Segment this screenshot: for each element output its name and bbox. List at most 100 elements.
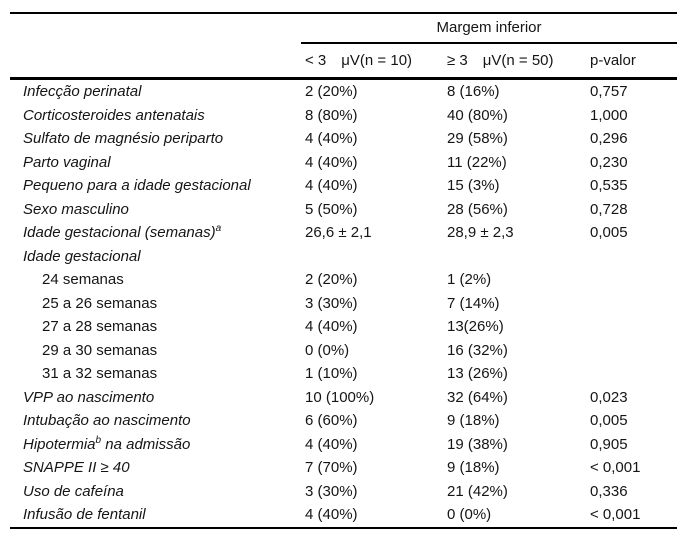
row-group-label: Idade gestacional	[10, 245, 305, 269]
row-label-text: Hipotermia	[23, 435, 96, 453]
table-row-2: Sulfato de magnésio periparto 4 (40%) 29…	[10, 127, 677, 151]
cell-group1: 4 (40%)	[305, 177, 358, 194]
cell-group2: 9 (18%)	[447, 412, 500, 429]
row-label-text: 31 a 32 semanas	[42, 365, 158, 382]
table-row-4: Pequeno para a idade gestacional 4 (40%)…	[10, 174, 677, 198]
table-row-1: Corticosteroides antenatais 8 (80%) 40 (…	[10, 104, 677, 128]
row-label-text: 24 semanas	[42, 271, 124, 288]
cell-pvalue: 0,230	[590, 153, 628, 171]
cell-pvalue: 0,535	[590, 177, 628, 194]
table-row-18: Infusão de fentanil 4 (40%) 0 (0%) < 0,0…	[10, 503, 677, 527]
cell-group1: 3 (30%)	[305, 294, 358, 312]
cell-pvalue: 0,905	[590, 435, 628, 453]
cell-pvalue: 0,336	[590, 482, 628, 500]
table-row-6: Idade gestacional (semanas)a 26,6 ± 2,1 …	[10, 221, 677, 245]
row-label: Corticosteroides antenatais	[10, 104, 305, 128]
row-label: Parto vaginal	[10, 151, 305, 175]
cell-group2: 13(26%)	[447, 318, 504, 335]
table-row-12: 31 a 32 semanas 1 (10%) 13 (26%)	[10, 362, 677, 386]
row-sublabel: 27 a 28 semanas	[10, 315, 305, 339]
cell-group1: 10 (100%)	[305, 388, 375, 406]
cell-group1: 4 (40%)	[305, 130, 358, 147]
table-row-8: 24 semanas 2 (20%) 1 (2%)	[10, 268, 677, 292]
cell-pvalue	[590, 292, 677, 316]
comparison-table: Margem inferior < 3 μV(n = 10) ≥ 3 μV(n …	[10, 12, 677, 529]
cell-group2: 16 (32%)	[447, 341, 508, 359]
cell-group1: 1 (10%)	[305, 365, 358, 382]
footnote-marker-b: b	[95, 434, 102, 446]
row-sublabel: 25 a 26 semanas	[10, 292, 305, 316]
row-label-text: Infusão de fentanil	[23, 506, 146, 523]
header-spacer	[10, 14, 301, 44]
table-row-5: Sexo masculino 5 (50%) 28 (56%) 0,728	[10, 198, 677, 222]
table-row-17: Uso de cafeína 3 (30%) 21 (42%) 0,336	[10, 480, 677, 504]
row-sublabel: 29 a 30 semanas	[10, 339, 305, 363]
row-label-text: 27 a 28 semanas	[42, 318, 158, 335]
cell-group2: 28,9 ± 2,3	[447, 224, 514, 241]
row-label-text: Intubação ao nascimento	[23, 412, 191, 429]
table-row-7: Idade gestacional	[10, 245, 677, 269]
row-sublabel: 24 semanas	[10, 268, 305, 292]
row-label: Hipotermiab na admissão	[10, 433, 305, 457]
table-row-0: Infecção perinatal 2 (20%) 8 (16%) 0,757	[10, 80, 677, 104]
row-label-text: Pequeno para a idade gestacional	[23, 177, 251, 194]
cell-group2: 0 (0%)	[447, 506, 492, 523]
row-label-text: Infecção perinatal	[23, 83, 142, 100]
row-label: Infusão de fentanil	[10, 503, 305, 527]
row-label-text: Corticosteroides antenatais	[23, 106, 205, 124]
cell-pvalue: 0,005	[590, 412, 628, 429]
table-body: Infecção perinatal 2 (20%) 8 (16%) 0,757…	[10, 80, 677, 527]
cell-pvalue: 0,005	[590, 224, 628, 241]
row-sublabel: 31 a 32 semanas	[10, 362, 305, 386]
row-label-text: 25 a 26 semanas	[42, 294, 158, 312]
row-label-text: Parto vaginal	[23, 153, 111, 171]
cell-group1: 4 (40%)	[305, 435, 358, 453]
table-row-13: VPP ao nascimento 10 (100%) 32 (64%) 0,0…	[10, 386, 677, 410]
cell-pvalue	[590, 339, 677, 363]
cell-pvalue	[590, 268, 677, 292]
row-label-text: Sexo masculino	[23, 200, 129, 218]
table-row-9: 25 a 26 semanas 3 (30%) 7 (14%)	[10, 292, 677, 316]
cell-pvalue: 0,728	[590, 200, 628, 218]
cell-pvalue: 0,023	[590, 388, 628, 406]
cell-group2: 32 (64%)	[447, 388, 508, 406]
cell-pvalue	[590, 245, 677, 269]
cell-group1: 0 (0%)	[305, 341, 350, 359]
row-label-text: Uso de cafeína	[23, 482, 124, 500]
row-label-text: VPP ao nascimento	[23, 388, 155, 406]
cell-pvalue	[590, 315, 677, 339]
row-label: Sexo masculino	[10, 198, 305, 222]
cell-group2: 19 (38%)	[447, 435, 508, 453]
row-label: Intubação ao nascimento	[10, 409, 305, 433]
cell-group2: 21 (42%)	[447, 482, 508, 500]
row-label-text-post: na admissão	[101, 435, 191, 453]
row-label-text: SNAPPE II ≥ 40	[23, 459, 130, 476]
cell-group1: 2 (20%)	[305, 271, 358, 288]
cell-group2: 11 (22%)	[447, 153, 507, 171]
row-label-text: Idade gestacional (semanas)	[23, 224, 216, 241]
cell-pvalue: < 0,001	[590, 506, 641, 523]
row-label: Idade gestacional (semanas)a	[10, 221, 305, 245]
cell-group2: 8 (16%)	[447, 83, 500, 100]
cell-group2: 29 (58%)	[447, 130, 508, 147]
row-label: Uso de cafeína	[10, 480, 305, 504]
cell-group1: 6 (60%)	[305, 412, 358, 429]
cell-group1: 2 (20%)	[305, 83, 358, 100]
table-row-16: SNAPPE II ≥ 40 7 (70%) 9 (18%) < 0,001	[10, 456, 677, 480]
cell-group1: 4 (40%)	[305, 153, 358, 171]
header-group2-unit: μV(n = 50)	[482, 52, 554, 69]
table-row-3: Parto vaginal 4 (40%) 11 (22%) 0,230	[10, 151, 677, 175]
cell-group1: 3 (30%)	[305, 482, 358, 500]
cell-pvalue: 0,296	[590, 130, 628, 147]
table-row-14: Intubação ao nascimento 6 (60%) 9 (18%) …	[10, 409, 677, 433]
cell-group2: 15 (3%)	[447, 177, 500, 194]
row-label-text: Sulfato de magnésio periparto	[23, 130, 224, 147]
row-label: Infecção perinatal	[10, 80, 305, 104]
table-column-header-row: < 3 μV(n = 10) ≥ 3 μV(n = 50) p-valor	[10, 44, 677, 80]
row-label-text: Idade gestacional	[23, 247, 141, 265]
cell-pvalue: < 0,001	[590, 459, 641, 476]
column-group-header: Margem inferior	[301, 14, 677, 44]
table-header-group-row: Margem inferior	[10, 14, 677, 44]
cell-pvalue: 1,000	[590, 106, 628, 124]
cell-group1: 4 (40%)	[305, 318, 358, 335]
